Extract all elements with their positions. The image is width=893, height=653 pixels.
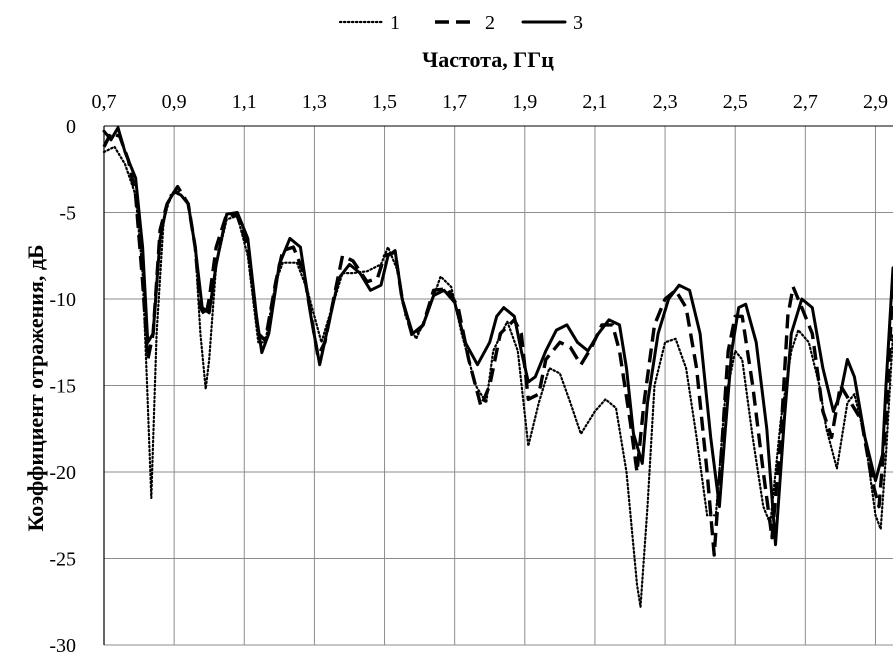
legend-label-2: 2: [485, 12, 495, 34]
x-tick-label: 2,9: [863, 91, 888, 113]
x-axis-title: Частота, ГГц: [422, 47, 554, 72]
x-tick-label: 1,3: [302, 91, 327, 113]
x-tick-label: 0,9: [162, 91, 187, 113]
x-tick-label: 1,5: [372, 91, 397, 113]
x-tick-label: 0,7: [92, 91, 117, 113]
x-tick-label: 1,7: [442, 91, 467, 113]
y-axis-title: Коэффициент отражения, дБ: [23, 244, 48, 531]
y-axis-tick-labels: 0 -5 -10 -15 -20 -25 -30: [49, 116, 76, 653]
series-lines: [102, 126, 893, 608]
legend-label-3: 3: [573, 12, 583, 34]
y-tick-label: -25: [49, 549, 76, 571]
series-line-2: [102, 131, 893, 557]
x-tick-label: 2,7: [793, 91, 818, 113]
series-line-3: [102, 126, 893, 547]
y-tick-label: -5: [59, 203, 76, 225]
y-tick-label: -15: [49, 376, 76, 398]
gridlines: [103, 125, 893, 646]
x-axis-tick-labels: 0,7 0,9 1,1 1,3 1,5 1,7 1,9 2,1 2,3 2,5 2,7 2,9: [92, 91, 888, 113]
legend: 1 2 3: [338, 12, 583, 34]
x-tick-label: 2,5: [723, 91, 748, 113]
y-tick-label: -30: [49, 635, 76, 653]
x-tick-label: 2,1: [582, 91, 607, 113]
y-tick-label: -20: [49, 462, 76, 484]
x-tick-label: 1,1: [232, 91, 257, 113]
x-tick-label: 1,9: [512, 91, 537, 113]
legend-label-1: 1: [390, 12, 400, 34]
y-tick-label: 0: [66, 116, 76, 138]
x-tick-label: 2,3: [653, 91, 678, 113]
y-tick-label: -10: [49, 289, 76, 311]
